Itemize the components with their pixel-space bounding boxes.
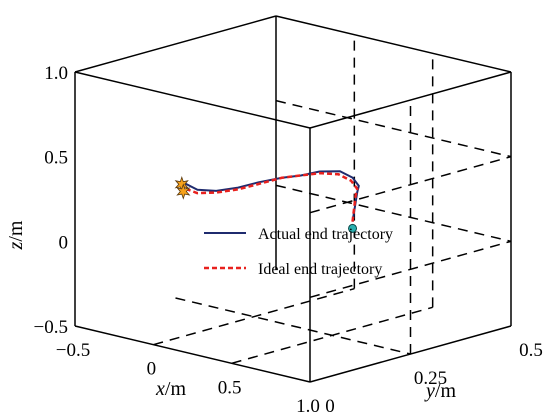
x-axis-label-unit: /m bbox=[165, 378, 187, 400]
grid-line bbox=[175, 297, 411, 355]
x-tick-label: 0.5 bbox=[218, 377, 242, 398]
series-layer bbox=[184, 170, 360, 222]
x-tick-label: 0 bbox=[147, 359, 157, 380]
x-tick-label: −0.5 bbox=[56, 340, 90, 361]
y-axis-label-var: y bbox=[424, 380, 435, 402]
y-axis-label-unit: /m bbox=[435, 380, 457, 402]
z-tick-label: 1.0 bbox=[44, 63, 68, 84]
series-line-actual bbox=[184, 170, 360, 222]
y-axis-label: y/m bbox=[424, 380, 456, 402]
axes-box bbox=[74, 15, 512, 383]
legend-label-ideal: Ideal end trajectory bbox=[258, 261, 382, 278]
start-star-marker bbox=[176, 183, 191, 200]
z-axis-label-var: z bbox=[5, 241, 27, 250]
x-axis-label-var: x bbox=[155, 378, 165, 400]
y-tick-label: 0.5 bbox=[519, 340, 543, 361]
grid-line bbox=[275, 184, 512, 243]
grid-line bbox=[309, 155, 512, 214]
y-tick-label: 0.25 bbox=[414, 368, 447, 389]
box-edge bbox=[309, 325, 512, 383]
y-tick-label: 0 bbox=[325, 396, 335, 413]
z-tick-label: 0.5 bbox=[44, 148, 68, 169]
z-axis-label: z/m bbox=[5, 220, 27, 250]
series-line-ideal bbox=[184, 171, 359, 222]
grid-line bbox=[309, 240, 512, 299]
x-tick-label: 1.0 bbox=[296, 396, 320, 413]
box-edge bbox=[74, 325, 311, 383]
box-edge bbox=[275, 15, 512, 73]
box-edge bbox=[74, 71, 311, 129]
x-axis-label: x/m bbox=[155, 378, 186, 400]
tick-labels: −0.5 0 0.5 1.0 −0.5 0 0.5 1.0 0 0.25 0.5 bbox=[34, 63, 543, 413]
legend: Actual end trajectory Ideal end trajecto… bbox=[204, 226, 393, 278]
marker-layer bbox=[174, 176, 358, 233]
end-circle-marker bbox=[348, 223, 358, 233]
box-edge bbox=[309, 71, 512, 129]
z-tick-label: 0 bbox=[59, 232, 69, 253]
box-edge bbox=[74, 15, 277, 73]
grid-line bbox=[153, 287, 355, 346]
legend-label-actual: Actual end trajectory bbox=[258, 226, 393, 243]
z-tick-label: −0.5 bbox=[34, 317, 68, 338]
grid-line bbox=[275, 99, 512, 158]
grid-layer bbox=[153, 34, 512, 365]
z-axis-label-unit: /m bbox=[5, 220, 27, 242]
